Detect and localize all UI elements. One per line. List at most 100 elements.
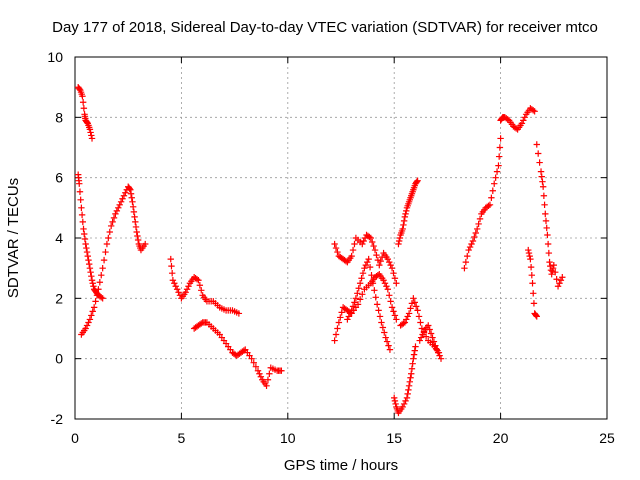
data-point-interp <box>81 235 89 243</box>
data-point <box>410 355 417 362</box>
data-point-interp <box>132 218 139 226</box>
data-point <box>531 108 538 115</box>
data-point-interp <box>408 365 416 372</box>
data-point-interp <box>98 294 105 301</box>
data-point-interp <box>250 359 257 366</box>
x-tick-label: 0 <box>71 430 79 446</box>
data-point-interp <box>540 192 548 199</box>
data-point-interp <box>117 198 125 205</box>
data-point <box>554 283 562 290</box>
data-point-interp <box>383 283 390 290</box>
data-point-interp <box>383 338 391 345</box>
data-point-interp <box>534 150 542 157</box>
data-point <box>461 264 468 272</box>
x-tick-label: 15 <box>386 430 402 446</box>
data-point-interp <box>83 322 91 329</box>
data-point <box>518 120 526 127</box>
data-point-interp <box>462 258 470 266</box>
data-point-interp <box>427 330 435 337</box>
data-point-interp <box>198 287 205 294</box>
data-point-interp <box>391 397 399 405</box>
data-point-interp <box>128 194 135 201</box>
data-point-interp <box>89 308 96 315</box>
data-point-interp <box>366 233 373 241</box>
data-point-interp <box>345 313 353 320</box>
data-point <box>414 177 421 184</box>
data-point <box>469 237 477 245</box>
data-point-interp <box>408 300 416 307</box>
data-point-interp <box>366 263 374 271</box>
data-point-interp <box>252 363 260 370</box>
data-point-interp <box>557 277 565 284</box>
data-point <box>79 93 86 100</box>
data-point-interp <box>395 237 403 245</box>
data-point <box>429 334 436 341</box>
data-point <box>414 307 421 314</box>
data-point <box>525 246 532 254</box>
data-point-interp <box>466 243 474 251</box>
data-point-interp <box>240 347 248 354</box>
data-point-interp <box>176 292 184 299</box>
series-seg7 <box>331 271 400 344</box>
data-point-interp <box>390 269 397 277</box>
data-point <box>331 240 338 248</box>
data-point <box>491 180 498 187</box>
y-tick-label: 4 <box>55 230 63 246</box>
data-point-interp <box>528 272 536 279</box>
y-tick-label: 8 <box>55 109 63 125</box>
data-point <box>465 246 472 254</box>
data-point <box>359 240 366 248</box>
y-tick-label: 2 <box>55 290 63 306</box>
data-point-interp <box>402 397 409 405</box>
data-point-interp <box>79 99 87 106</box>
data-point-interp <box>349 246 357 254</box>
data-point <box>371 246 379 254</box>
data-point <box>235 310 243 317</box>
data-point-interp <box>119 195 126 202</box>
data-point-interp <box>98 272 105 279</box>
data-point <box>533 141 540 148</box>
data-point <box>278 367 285 374</box>
data-point-interp <box>403 316 410 323</box>
data-point <box>399 225 406 233</box>
data-point <box>537 168 545 175</box>
data-point <box>95 286 102 293</box>
data-point <box>408 370 415 377</box>
data-point <box>348 252 355 260</box>
data-point <box>356 280 364 287</box>
series-seg8 <box>344 255 394 353</box>
data-point-interp <box>492 174 499 181</box>
data-point <box>542 210 549 218</box>
series-seg4 <box>167 255 243 317</box>
data-point-interp <box>334 248 341 256</box>
data-point-interp <box>100 256 108 264</box>
data-point <box>410 295 417 302</box>
data-point-interp <box>417 334 425 341</box>
data-point-interp <box>409 360 416 367</box>
data-point <box>195 277 202 284</box>
data-point-interp <box>83 119 91 126</box>
data-point-interp <box>83 244 90 252</box>
data-point-interp <box>521 114 528 121</box>
data-point-interp <box>471 233 478 241</box>
data-point <box>120 192 128 199</box>
data-point-interp <box>541 201 548 209</box>
data-point-interp <box>375 307 382 314</box>
data-point-interp <box>520 117 527 124</box>
data-point-interp <box>426 326 433 333</box>
data-point-interp <box>387 298 394 305</box>
data-point-interp <box>115 204 122 212</box>
data-point <box>376 261 383 269</box>
data-point <box>382 334 389 341</box>
series-seg12 <box>416 322 445 362</box>
data-point-interp <box>266 370 273 377</box>
data-point-interp <box>489 187 496 194</box>
data-point-interp <box>172 283 179 290</box>
data-point <box>486 201 494 209</box>
data-point <box>78 204 85 212</box>
data-point-interp <box>359 291 366 298</box>
x-tick-label: 10 <box>280 430 296 446</box>
data-point-interp <box>183 286 191 293</box>
data-point-interp <box>549 267 556 275</box>
x-tick-label: 20 <box>493 430 509 446</box>
